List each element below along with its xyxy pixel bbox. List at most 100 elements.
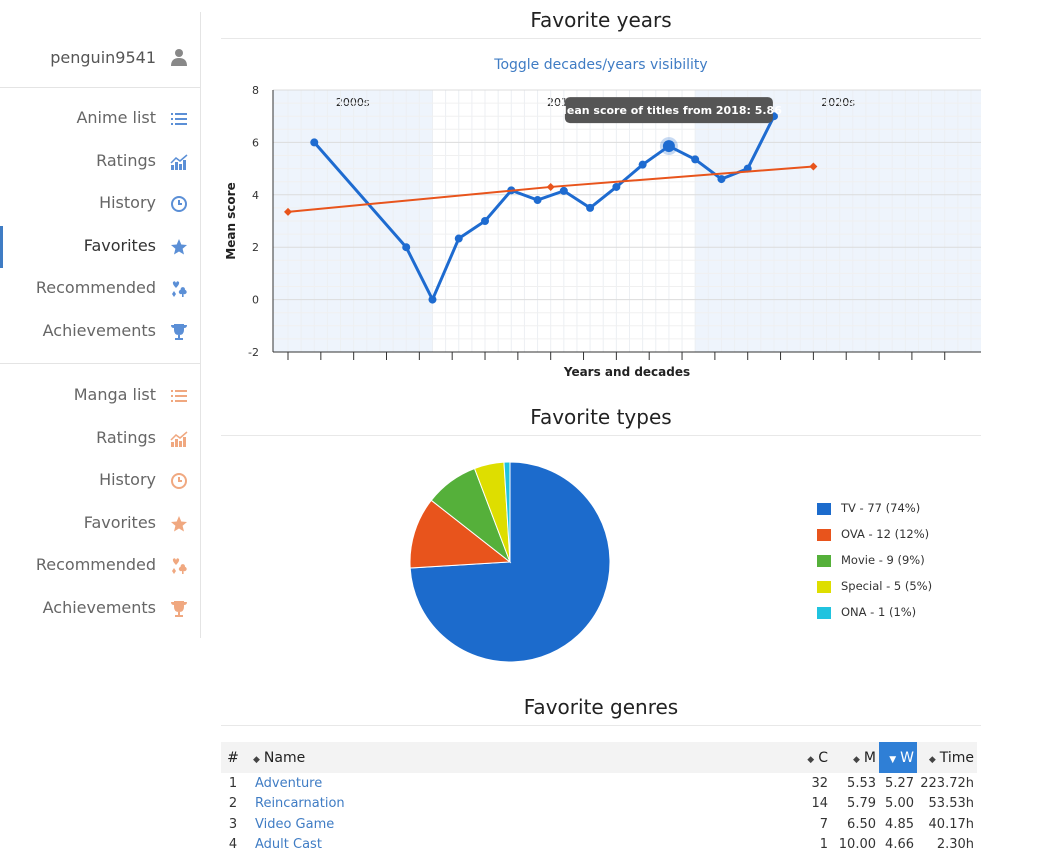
data-point (586, 203, 595, 212)
manga-nav: Manga list Ratings History Favorites Recomme… (0, 375, 200, 631)
table-header-row: # ◆ Name ◆ C ◆ M ▼ W ◆ Time (221, 742, 977, 773)
manga-recommended[interactable]: Recommended (0, 545, 200, 588)
sidebar-item-label: Favorites (83, 512, 156, 532)
sort-icon: ◆ (807, 754, 815, 765)
data-point (691, 155, 700, 164)
manga-manga-list[interactable]: Manga list (0, 375, 200, 418)
genre-name-cell: Adult Cast (245, 835, 795, 849)
col-name-header[interactable]: ◆ Name (245, 742, 795, 773)
data-point-highlighted (662, 140, 675, 153)
toggle-decades-link[interactable]: Toggle decades/years visibility (494, 57, 708, 73)
legend-item[interactable]: OVA - 12 (12%) (817, 526, 977, 552)
pie-slice[interactable] (409, 499, 512, 569)
sidebar-item-label: History (99, 193, 156, 213)
col-w-header[interactable]: ▼ W (879, 742, 917, 773)
username[interactable]: penguin9541 (50, 48, 156, 67)
tooltip-text: Mean score of titles from 2018: 5.86 (556, 104, 782, 117)
legend-item[interactable]: Movie - 9 (9%) (817, 552, 977, 578)
genre-link[interactable]: Adult Cast (255, 837, 322, 849)
data-point (454, 234, 463, 243)
anime-ratings[interactable]: Ratings (0, 141, 200, 184)
genre-link[interactable]: Adventure (255, 775, 323, 791)
anime-history[interactable]: History (0, 183, 200, 226)
row-index: 4 (228, 837, 238, 849)
genre-name-cell: Reincarnation (245, 794, 795, 815)
anime-nav: Anime list Ratings History Favorites Recomme… (0, 98, 200, 354)
types-section-title: Favorite types (530, 405, 672, 429)
weighted-cell: 5.27 (885, 775, 914, 791)
time-cell: 223.72h (920, 775, 974, 791)
years-section-title: Favorite years (530, 8, 672, 32)
count-cell: 14 (811, 796, 828, 812)
section-divider (221, 38, 981, 39)
data-point (402, 243, 411, 252)
mean-cell: 6.50 (847, 816, 876, 832)
mean-cell: 5.79 (847, 796, 876, 812)
manga-ratings[interactable]: Ratings (0, 418, 200, 461)
data-point (638, 160, 647, 169)
table-row: 1 Adventure 32 5.53 5.27 223.72h (221, 773, 977, 794)
legend-item[interactable]: TV - 77 (74%) (817, 500, 977, 526)
sidebar-item-label: Favorites (83, 235, 156, 255)
count-cell: 1 (819, 837, 828, 849)
table-row: 3 Video Game 7 6.50 4.85 40.17h (221, 814, 977, 835)
list-icon (171, 113, 187, 125)
legend-label: TV - 77 (74%) (841, 501, 921, 515)
mean-score-line (313, 115, 776, 304)
anime-recommended[interactable]: Recommended (0, 268, 200, 311)
cards-icon (172, 558, 187, 575)
row-index: 2 (228, 796, 238, 812)
time-cell: 40.17h (928, 816, 974, 832)
mean-cell: 5.53 (847, 775, 876, 791)
anime-achievements[interactable]: Achievements (0, 311, 200, 354)
manga-achievements[interactable]: Achievements (0, 588, 200, 631)
genre-name-cell: Video Game (245, 814, 795, 835)
pie-slice[interactable] (503, 461, 511, 563)
manga-history[interactable]: History (0, 460, 200, 503)
col-c-header[interactable]: ◆ C (795, 742, 831, 773)
genres-table: # ◆ Name ◆ C ◆ M ▼ W ◆ Time 1 Adventure 32 5.53 5… (221, 742, 977, 849)
genre-name-cell: Adventure (245, 773, 795, 794)
tooltip-box (564, 97, 773, 124)
anime-anime-list[interactable]: Anime list (0, 98, 200, 141)
y-tick-label: 8 (252, 84, 259, 97)
col-m-header[interactable]: ◆ M (831, 742, 879, 773)
sidebar-item-label: Recommended (35, 555, 156, 575)
nav-divider (0, 363, 200, 364)
list-icon (171, 390, 187, 402)
legend-label: Special - 5 (5%) (841, 579, 933, 593)
manga-favorites[interactable]: Favorites (0, 503, 200, 546)
y-tick-label: 6 (252, 136, 259, 149)
sidebar-item-label: Recommended (35, 278, 156, 298)
col-time-header[interactable]: ◆ Time (917, 742, 977, 773)
user-row[interactable]: penguin9541 (0, 12, 200, 88)
genre-link[interactable]: Video Game (255, 816, 335, 832)
trophy-icon (171, 600, 187, 617)
pie-legend: TV - 77 (74%) OVA - 12 (12%) Movie - 9 (9%… (817, 500, 977, 630)
legend-swatch (817, 607, 831, 619)
legend-swatch (817, 503, 831, 515)
data-point (481, 217, 490, 225)
sidebar-item-label: Manga list (73, 385, 156, 404)
table-row: 2 Reincarnation 14 5.79 5.00 53.53h (221, 794, 977, 815)
sort-desc-icon: ▼ (889, 754, 897, 765)
legend-item[interactable]: Special - 5 (5%) (817, 578, 977, 604)
legend-label: OVA - 12 (12%) (841, 527, 930, 541)
trend-point (809, 162, 818, 171)
star-icon (171, 238, 187, 255)
y-axis-label: Mean score (224, 182, 238, 259)
y-tick-label: 4 (252, 189, 259, 202)
genre-link[interactable]: Reincarnation (255, 796, 345, 812)
row-index: 1 (228, 775, 238, 791)
legend-item[interactable]: ONA - 1 (1%) (817, 604, 977, 630)
types-pie-chart (409, 461, 611, 663)
sidebar-item-label: Achievements (42, 597, 156, 617)
anime-favorites[interactable]: Favorites (0, 225, 200, 269)
sidebar: penguin9541 Anime list Ratings History Favo… (0, 12, 201, 638)
section-divider (221, 435, 981, 436)
genres-section-title: Favorite genres (523, 695, 679, 719)
sidebar-item-label: Anime list (76, 108, 156, 127)
sidebar-item-label: History (99, 470, 156, 490)
trophy-icon (171, 323, 187, 340)
